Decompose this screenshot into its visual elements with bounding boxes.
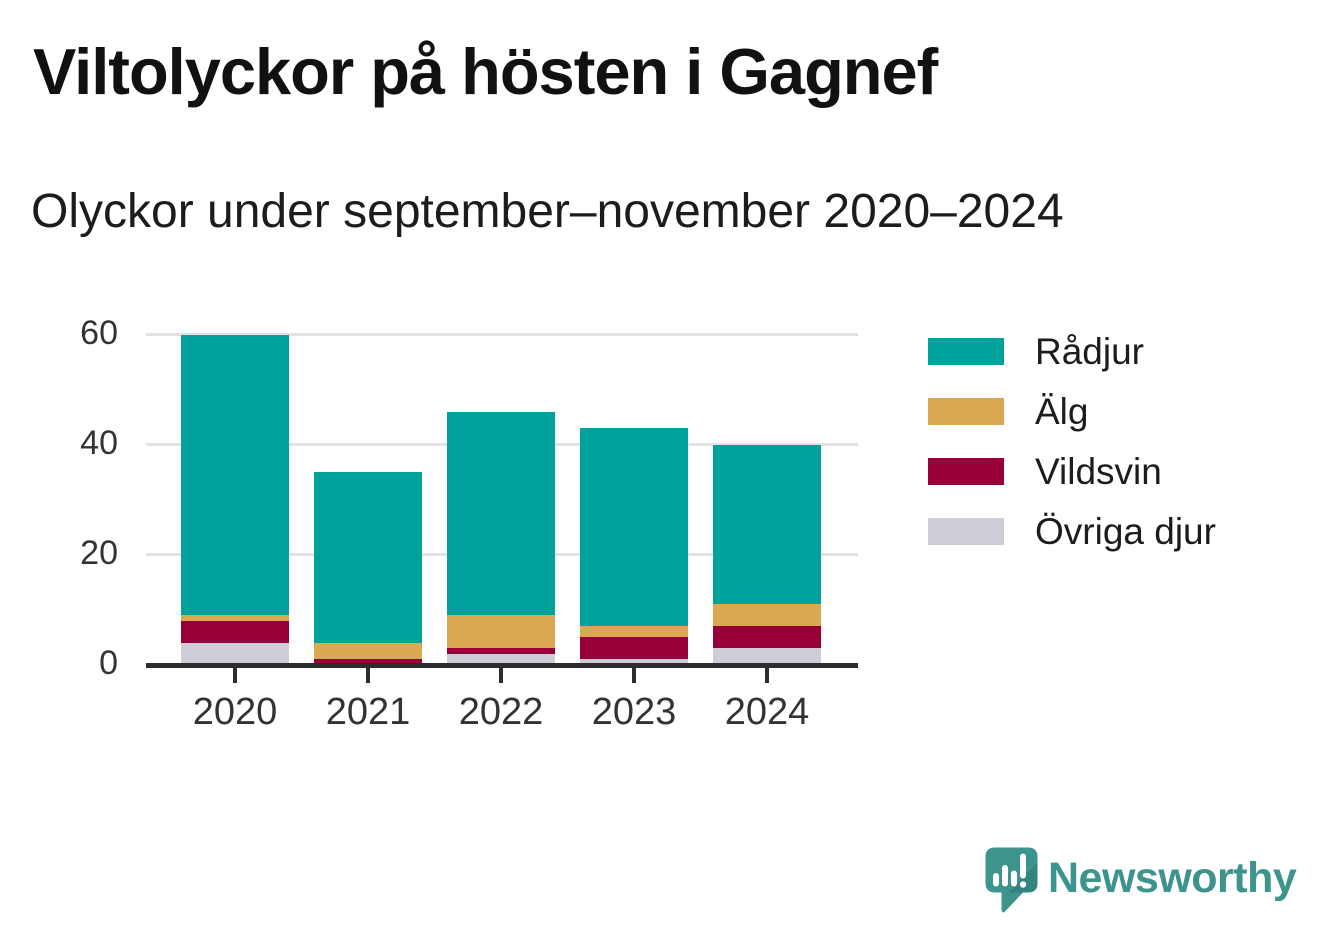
- legend-item: Älg: [928, 393, 1088, 430]
- newsworthy-logo-icon: [985, 847, 1038, 913]
- legend-swatch: [928, 398, 1004, 425]
- bar-segment-vildsvin: [580, 637, 688, 660]
- x-axis-tick-label: 2024: [724, 691, 810, 733]
- bar-segment-vildsvin: [713, 626, 821, 649]
- bar-segment-vildsvin: [181, 620, 289, 643]
- logo-bar-1: [993, 873, 999, 887]
- x-axis-line: [146, 663, 858, 668]
- brand-wordmark: Newsworthy: [1048, 854, 1297, 902]
- bar-segment-älg: [580, 626, 688, 638]
- bar-segment-vildsvin: [447, 648, 555, 654]
- legend-swatch: [928, 458, 1004, 485]
- x-axis-tick-mark: [499, 665, 503, 683]
- y-axis-tick-label: 20: [80, 533, 118, 572]
- bar-segment-älg: [713, 604, 821, 627]
- bar-segment-vildsvin: [314, 659, 422, 665]
- legend-item: Rådjur: [928, 333, 1144, 370]
- legend-swatch: [928, 518, 1004, 545]
- x-axis-tick-mark: [233, 665, 237, 683]
- bar-segment-rådjur: [181, 334, 289, 616]
- logo-bar-2: [1002, 865, 1008, 887]
- legend-label: Älg: [1035, 391, 1089, 432]
- bar-segment-rådjur: [314, 472, 422, 643]
- bar-segment-älg: [447, 615, 555, 649]
- bar-segment-övriga-djur: [580, 659, 688, 665]
- legend-label: Rådjur: [1035, 331, 1144, 372]
- y-axis-tick-label: 60: [80, 313, 118, 352]
- x-axis-tick-label: 2023: [591, 691, 677, 733]
- logo-exclamation-bar: [1020, 853, 1026, 879]
- x-axis-tick-mark: [765, 665, 769, 683]
- y-axis-tick-label: 40: [80, 423, 118, 462]
- bar-segment-rådjur: [713, 444, 821, 605]
- legend-swatch: [928, 338, 1004, 365]
- legend-item: Vildsvin: [928, 453, 1162, 490]
- x-axis-tick-label: 2020: [192, 691, 278, 733]
- bar-segment-övriga-djur: [713, 648, 821, 665]
- x-axis-tick-label: 2021: [325, 691, 411, 733]
- legend-label: Övriga djur: [1035, 511, 1216, 552]
- logo-exclamation-dot: [1019, 881, 1027, 888]
- bar-segment-övriga-djur: [181, 642, 289, 665]
- bar-segment-rådjur: [580, 428, 688, 627]
- x-axis-tick-mark: [632, 665, 636, 683]
- legend-item: Övriga djur: [928, 513, 1216, 550]
- bar-segment-övriga-djur: [447, 653, 555, 665]
- bar-segment-rådjur: [447, 411, 555, 616]
- y-axis-tick-label: 0: [99, 644, 118, 682]
- bar-segment-älg: [314, 642, 422, 660]
- x-axis-tick-label: 2022: [458, 691, 544, 733]
- logo-bar-3: [1011, 870, 1017, 887]
- chart-subtitle: Olyckor under september–november 2020–20…: [31, 185, 1064, 238]
- x-axis-tick-mark: [366, 665, 370, 683]
- chart-title: Viltolyckor på hösten i Gagnef: [33, 35, 938, 108]
- y-gridline: [146, 333, 858, 337]
- bar-segment-älg: [181, 615, 289, 621]
- legend-label: Vildsvin: [1035, 451, 1162, 492]
